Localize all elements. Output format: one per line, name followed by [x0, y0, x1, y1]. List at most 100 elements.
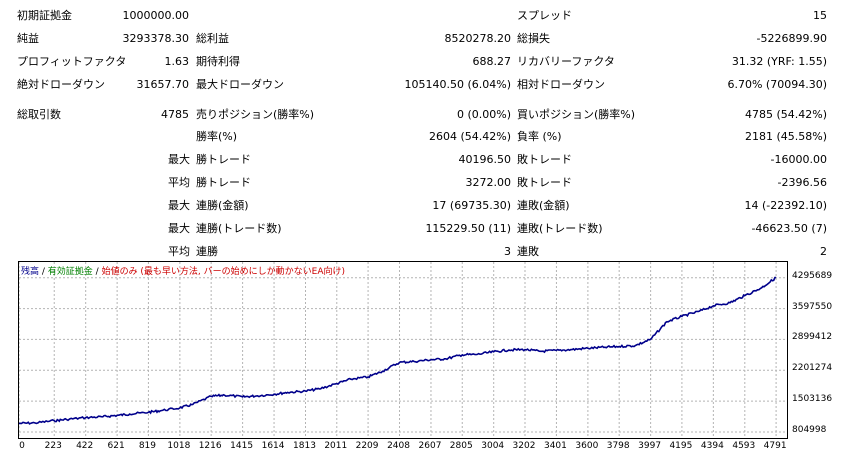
row-initial-deposit: 初期証拠金 1000000.00 スプレッド 15 [0, 6, 843, 26]
balance-chart: 残高 / 有効証拠金 / 始値のみ (最も早い方法, バーの始めにしか動かないE… [18, 261, 788, 439]
net-profit-label: 純益 [17, 32, 39, 45]
avg-consec-win-value: 3 [504, 245, 511, 258]
net-profit-value: 3293378.30 [122, 32, 189, 45]
largest-win-label: 勝トレード [196, 153, 251, 166]
x-tick-label: 3798 [606, 441, 630, 451]
max-consec-win-trades-value: 115229.50 (11) [425, 222, 511, 235]
y-tick-label: 4295689 [792, 270, 833, 281]
short-positions-label: 売りポジション(勝率%) [196, 108, 315, 121]
win-rate-value: 2604 (54.42%) [428, 130, 511, 143]
row-max-consec-amount: 最大 連勝(金額) 17 (69735.30) 連敗(金額) 14 (-2239… [0, 196, 843, 216]
gross-loss-label: 総損失 [517, 32, 550, 45]
avg-consec-win-label: 連勝 [196, 245, 218, 258]
x-tick-label: 2408 [387, 441, 410, 451]
row-profit: 純益 3293378.30 総利益 8520278.20 総損失 -522689… [0, 29, 843, 49]
max-consec-win-amount-value: 17 (69735.30) [432, 199, 511, 212]
gross-profit-value: 8520278.20 [444, 32, 511, 45]
spread-label: スプレッド [517, 9, 572, 22]
max-consec-loss-amount-value: 14 (-22392.10) [744, 199, 827, 212]
chart-legend: 残高 / 有効証拠金 / 始値のみ (最も早い方法, バーの始めにしか動かないE… [21, 264, 345, 277]
largest-prefix: 最大 [168, 153, 190, 166]
largest-loss-value: -16000.00 [770, 153, 827, 166]
x-tick-label: 1415 [230, 441, 254, 451]
largest-loss-label: 敗トレード [517, 153, 572, 166]
abs-drawdown-value: 31657.70 [136, 78, 190, 91]
y-tick-label: 3597550 [792, 301, 833, 312]
rel-drawdown-value: 6.70% (70094.30) [727, 78, 827, 91]
loss-rate-value: 2181 (45.58%) [744, 130, 827, 143]
short-positions-value: 0 (0.00%) [456, 108, 511, 121]
x-tick-label: 223 [44, 441, 62, 451]
x-tick-label: 1216 [198, 441, 222, 451]
max-consec-loss-amount-label: 連敗(金額) [517, 199, 570, 212]
long-positions-label: 買いポジション(勝率%) [517, 108, 636, 121]
x-tick-label: 2607 [418, 441, 442, 451]
row-trades: 総取引数 4785 売りポジション(勝率%) 0 (0.00%) 買いポジション… [0, 105, 843, 125]
report-stats: 初期証拠金 1000000.00 スプレッド 15 純益 3293378.30 … [0, 6, 843, 262]
x-tick-label: 2209 [355, 441, 379, 451]
abs-drawdown-label: 絶対ドローダウン [17, 78, 105, 91]
max-consec-win-trades-label: 連勝(トレード数) [196, 222, 282, 235]
average-win-value: 3272.00 [465, 176, 512, 189]
x-tick-label: 0 [19, 441, 25, 451]
row-factors: プロフィットファクタ 1.63 期待利得 688.27 リカバリーファクタ 31… [0, 52, 843, 72]
expected-payoff-label: 期待利得 [196, 55, 240, 68]
x-tick-label: 422 [76, 441, 94, 451]
row-largest: 最大 勝トレード 40196.50 敗トレード -16000.00 [0, 150, 843, 170]
max-consec-trades-prefix: 最大 [168, 222, 190, 235]
recovery-factor-label: リカバリーファクタ [517, 55, 615, 68]
row-drawdown: 絶対ドローダウン 31657.70 最大ドローダウン 105140.50 (6.… [0, 75, 843, 95]
avg-consec-loss-label: 連敗 [517, 245, 539, 258]
x-tick-label: 3997 [638, 441, 662, 451]
win-rate-label: 勝率(%) [196, 130, 238, 143]
avg-consec-loss-value: 2 [820, 245, 827, 258]
total-trades-label: 総取引数 [17, 108, 61, 121]
max-consec-win-amount-label: 連勝(金額) [196, 199, 249, 212]
legend-separator: / [92, 267, 102, 277]
gross-loss-value: -5226899.90 [756, 32, 827, 45]
x-tick-label: 4791 [763, 441, 787, 451]
row-max-consec-trades: 最大 連勝(トレード数) 115229.50 (11) 連敗(トレード数) -4… [0, 219, 843, 239]
y-tick-label: 1503136 [792, 394, 833, 405]
x-tick-label: 2805 [449, 441, 473, 451]
x-tick-label: 4195 [669, 441, 693, 451]
spread-value: 15 [813, 9, 827, 22]
recovery-factor-value: 31.32 (YRF: 1.55) [731, 55, 827, 68]
largest-win-value: 40196.50 [458, 153, 512, 166]
balance-chart-plot [19, 262, 787, 438]
expected-payoff-value: 688.27 [472, 55, 512, 68]
rel-drawdown-label: 相対ドローダウン [517, 78, 605, 91]
max-drawdown-label: 最大ドローダウン [196, 78, 284, 91]
y-tick-label: 2201274 [792, 363, 833, 374]
x-tick-label: 819 [138, 441, 157, 451]
x-tick-label: 621 [107, 441, 125, 451]
x-tick-label: 4394 [700, 441, 724, 451]
gross-profit-label: 総利益 [196, 32, 229, 45]
legend-equity: 有効証拠金 [47, 267, 93, 277]
x-tick-label: 1018 [167, 441, 191, 451]
max-consec-loss-trades-label: 連敗(トレード数) [517, 222, 603, 235]
max-drawdown-value: 105140.50 (6.04%) [404, 78, 511, 91]
x-tick-label: 4593 [732, 441, 756, 451]
x-tick-label: 3600 [575, 441, 599, 451]
initial-deposit-label: 初期証拠金 [17, 9, 72, 22]
average-win-label: 勝トレード [196, 176, 251, 189]
row-avg-consec: 平均 連勝 3 連敗 2 [0, 242, 843, 262]
balance-series-line [19, 276, 777, 425]
legend-separator: / [39, 267, 48, 277]
profit-factor-value: 1.63 [164, 55, 190, 68]
y-tick-label: 2899412 [792, 332, 833, 343]
initial-deposit-value: 1000000.00 [122, 9, 189, 22]
legend-balance: 残高 [21, 267, 40, 277]
legend-profit-only: 始値のみ (最も早い方法, バーの始めにしか動かないEA向け) [101, 267, 346, 277]
long-positions-value: 4785 (54.42%) [744, 108, 827, 121]
avg-consec-prefix: 平均 [168, 245, 190, 258]
x-tick-label: 2011 [324, 441, 348, 451]
x-tick-label: 3401 [543, 441, 567, 451]
max-consec-amount-prefix: 最大 [168, 199, 190, 212]
row-rates: 勝率(%) 2604 (54.42%) 負率 (%) 2181 (45.58%) [0, 127, 843, 147]
profit-factor-label: プロフィットファクタ [17, 55, 127, 68]
loss-rate-label: 負率 (%) [517, 130, 562, 143]
x-tick-label: 1614 [261, 441, 285, 451]
row-average: 平均 勝トレード 3272.00 敗トレード -2396.56 [0, 173, 843, 193]
